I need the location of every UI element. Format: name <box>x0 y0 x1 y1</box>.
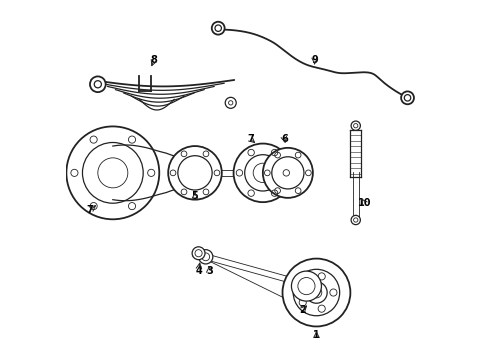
Circle shape <box>273 165 289 181</box>
Text: 9: 9 <box>311 55 318 65</box>
Text: 5: 5 <box>192 191 198 201</box>
Circle shape <box>351 121 360 130</box>
Circle shape <box>192 247 205 260</box>
Circle shape <box>234 144 292 202</box>
Text: 2: 2 <box>299 305 306 315</box>
Text: 10: 10 <box>358 198 371 208</box>
Circle shape <box>263 148 313 198</box>
Text: 1: 1 <box>313 330 320 341</box>
Text: 6: 6 <box>281 134 288 144</box>
Text: 7: 7 <box>86 205 93 215</box>
Circle shape <box>90 76 106 92</box>
Text: 3: 3 <box>206 266 213 276</box>
Circle shape <box>351 215 360 225</box>
Circle shape <box>66 126 159 219</box>
Circle shape <box>401 91 414 104</box>
Circle shape <box>283 258 350 327</box>
Text: 4: 4 <box>195 266 202 276</box>
Text: 7: 7 <box>247 134 254 144</box>
Circle shape <box>212 22 224 35</box>
Circle shape <box>225 97 236 108</box>
Text: 8: 8 <box>150 55 157 65</box>
Circle shape <box>168 146 222 200</box>
Circle shape <box>198 249 213 264</box>
Polygon shape <box>113 145 195 201</box>
Circle shape <box>292 271 321 301</box>
